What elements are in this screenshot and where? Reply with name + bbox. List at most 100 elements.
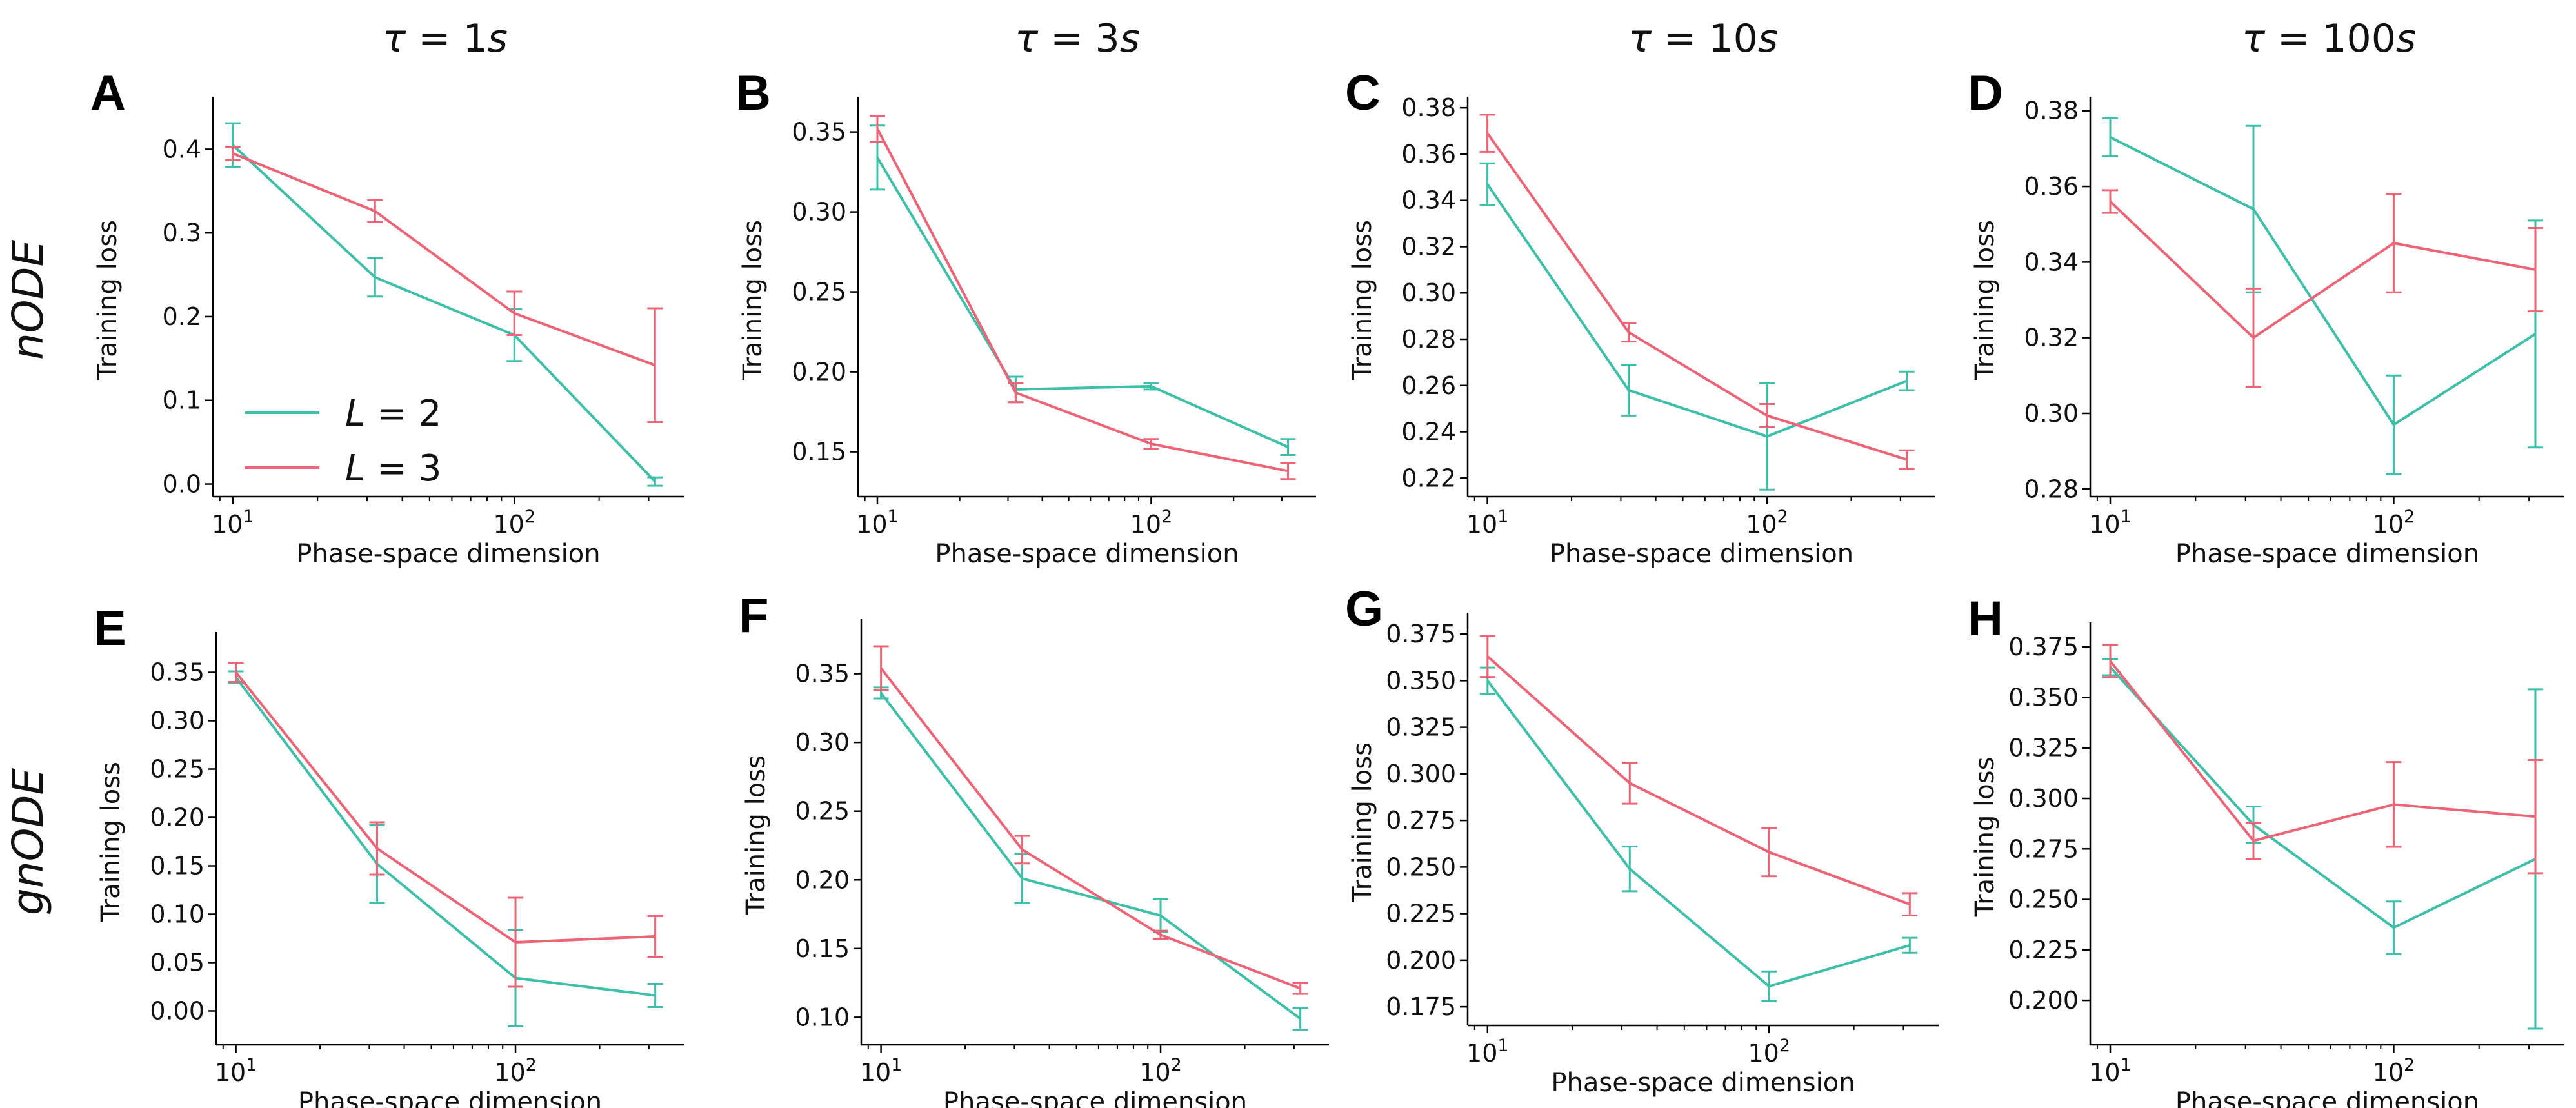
y-tick-label: 0.28 xyxy=(2024,475,2079,503)
x-tick-label: 101 xyxy=(2089,507,2132,539)
y-tick-label: 0.24 xyxy=(1401,418,1456,446)
series-l3 xyxy=(228,662,663,988)
series-line xyxy=(876,128,1288,473)
x-tick-label: 101 xyxy=(860,1055,903,1087)
x-tick-label: 102 xyxy=(1746,507,1788,539)
x-axis-title: Phase-space dimension xyxy=(1551,1068,1855,1098)
y-tick-label: 0.225 xyxy=(1386,900,1456,928)
series-line xyxy=(2110,136,2537,427)
series-l3 xyxy=(2102,189,2544,388)
y-tick-label: 0.34 xyxy=(1401,186,1456,215)
series-line xyxy=(2109,201,2536,340)
x-axis-title: Phase-space dimension xyxy=(1550,539,1853,569)
legend-label: L = 2 xyxy=(345,393,441,435)
y-tick-label: 0.250 xyxy=(2008,885,2079,914)
y-tick-label: 0.4 xyxy=(163,135,201,163)
x-tick-label: 101 xyxy=(1466,1036,1509,1067)
x-tick-label: 101 xyxy=(212,507,254,539)
panel-letter-c: C xyxy=(1345,66,1381,121)
column-title-2: τ = 3s xyxy=(1015,16,1140,61)
y-tick-label: 0.38 xyxy=(2024,97,2079,125)
y-tick-label: 0.10 xyxy=(795,1003,850,1031)
panel-letter-d: D xyxy=(1968,66,2003,121)
y-tick-label: 0.0 xyxy=(163,470,201,499)
row-title-node: nODE xyxy=(3,240,53,361)
y-tick-label: 0.36 xyxy=(2024,172,2079,201)
x-axis-title: Phase-space dimension xyxy=(2175,539,2479,569)
y-tick-label: 0.30 xyxy=(1401,279,1456,307)
y-tick-label: 0.35 xyxy=(150,658,205,687)
y-axis-title: Training loss xyxy=(741,755,771,916)
y-tick-label: 0.36 xyxy=(1401,140,1456,168)
series-line xyxy=(1486,655,1911,906)
y-tick-label: 0.225 xyxy=(2008,936,2079,964)
y-tick-label: 0.200 xyxy=(1386,946,1456,974)
y-axis-title: Training loss xyxy=(1970,220,2000,381)
x-axis-title: Phase-space dimension xyxy=(296,539,600,569)
series-line xyxy=(1486,132,1908,461)
series-l3 xyxy=(869,115,1296,480)
y-axis-title: Training loss xyxy=(1348,220,1377,381)
column-title-4: τ = 100s xyxy=(2242,16,2416,61)
series-l3 xyxy=(873,645,1308,995)
y-axis-title: Training loss xyxy=(93,220,123,381)
y-tick-label: 0.20 xyxy=(792,358,846,386)
row-title-gnode: gnODE xyxy=(3,768,53,915)
series-l3 xyxy=(2102,644,2544,875)
y-axis-title: Training loss xyxy=(1348,742,1377,903)
series-line xyxy=(235,671,655,944)
series-l2 xyxy=(873,686,1308,1031)
panel-c: C 0.22 0.24 0.26 0.28 0.30 0.32 0.34 0.36 0.38 101… xyxy=(1345,66,1935,569)
panel-g: G 0.175 0.200 0.225 0.250 0.275 0.300 0.325 0.35… xyxy=(1345,582,1939,1098)
y-tick-label: 0.375 xyxy=(1386,620,1456,648)
y-tick-label: 0.10 xyxy=(150,900,205,929)
y-tick-label: 0.30 xyxy=(2024,399,2079,428)
series-line xyxy=(1486,183,1908,438)
y-tick-label: 0.15 xyxy=(792,438,846,466)
series-line xyxy=(2109,660,2536,843)
x-tick-label: 101 xyxy=(1466,507,1509,539)
series-line xyxy=(2109,666,2536,929)
x-tick-label: 101 xyxy=(856,507,899,539)
x-tick-label: 102 xyxy=(493,507,535,539)
y-tick-label: 0.300 xyxy=(2008,784,2079,813)
y-tick-label: 0.00 xyxy=(150,997,205,1025)
y-tick-label: 0.250 xyxy=(1386,853,1456,881)
series-l3 xyxy=(1479,114,1915,470)
y-tick-label: 0.325 xyxy=(1386,713,1456,742)
y-tick-label: 0.275 xyxy=(1386,806,1456,835)
y-axis-title: Training loss xyxy=(96,762,126,922)
x-axis-title: Phase-space dimension xyxy=(2175,1087,2479,1108)
series-line xyxy=(232,152,656,367)
series-line xyxy=(880,667,1301,990)
series-l2 xyxy=(869,124,1296,457)
x-tick-label: 102 xyxy=(1139,1055,1182,1087)
legend: L = 2 L = 3 xyxy=(245,393,441,490)
series-line xyxy=(1486,680,1910,988)
y-tick-label: 0.22 xyxy=(1401,464,1456,492)
x-axis-title: Phase-space dimension xyxy=(943,1087,1247,1108)
y-tick-label: 0.200 xyxy=(2008,986,2079,1014)
y-tick-label: 0.38 xyxy=(1401,94,1456,122)
y-tick-label: 0.275 xyxy=(2008,835,2079,863)
series-l3 xyxy=(1479,635,1918,916)
y-tick-label: 0.350 xyxy=(1386,666,1456,695)
x-axis-title: Phase-space dimension xyxy=(935,539,1239,569)
series-l3 xyxy=(225,145,663,423)
y-tick-label: 0.20 xyxy=(150,804,205,832)
y-tick-label: 0.20 xyxy=(795,866,850,894)
y-tick-label: 0.350 xyxy=(2008,683,2079,711)
x-tick-label: 102 xyxy=(494,1055,537,1087)
panel-e: E 0.00 0.05 0.10 0.15 0.20 0.25 0.30 0.35 101 102P… xyxy=(94,601,684,1108)
y-tick-label: 0.05 xyxy=(150,949,205,977)
series-l2 xyxy=(1479,666,1918,1002)
y-tick-label: 0.28 xyxy=(1401,325,1456,353)
y-tick-label: 0.35 xyxy=(792,118,846,146)
y-axis-title: Training loss xyxy=(738,220,768,381)
y-tick-label: 0.26 xyxy=(1401,371,1456,400)
y-tick-label: 0.32 xyxy=(2024,324,2079,352)
y-tick-label: 0.2 xyxy=(163,302,201,331)
panel-letter-f: F xyxy=(739,588,768,643)
